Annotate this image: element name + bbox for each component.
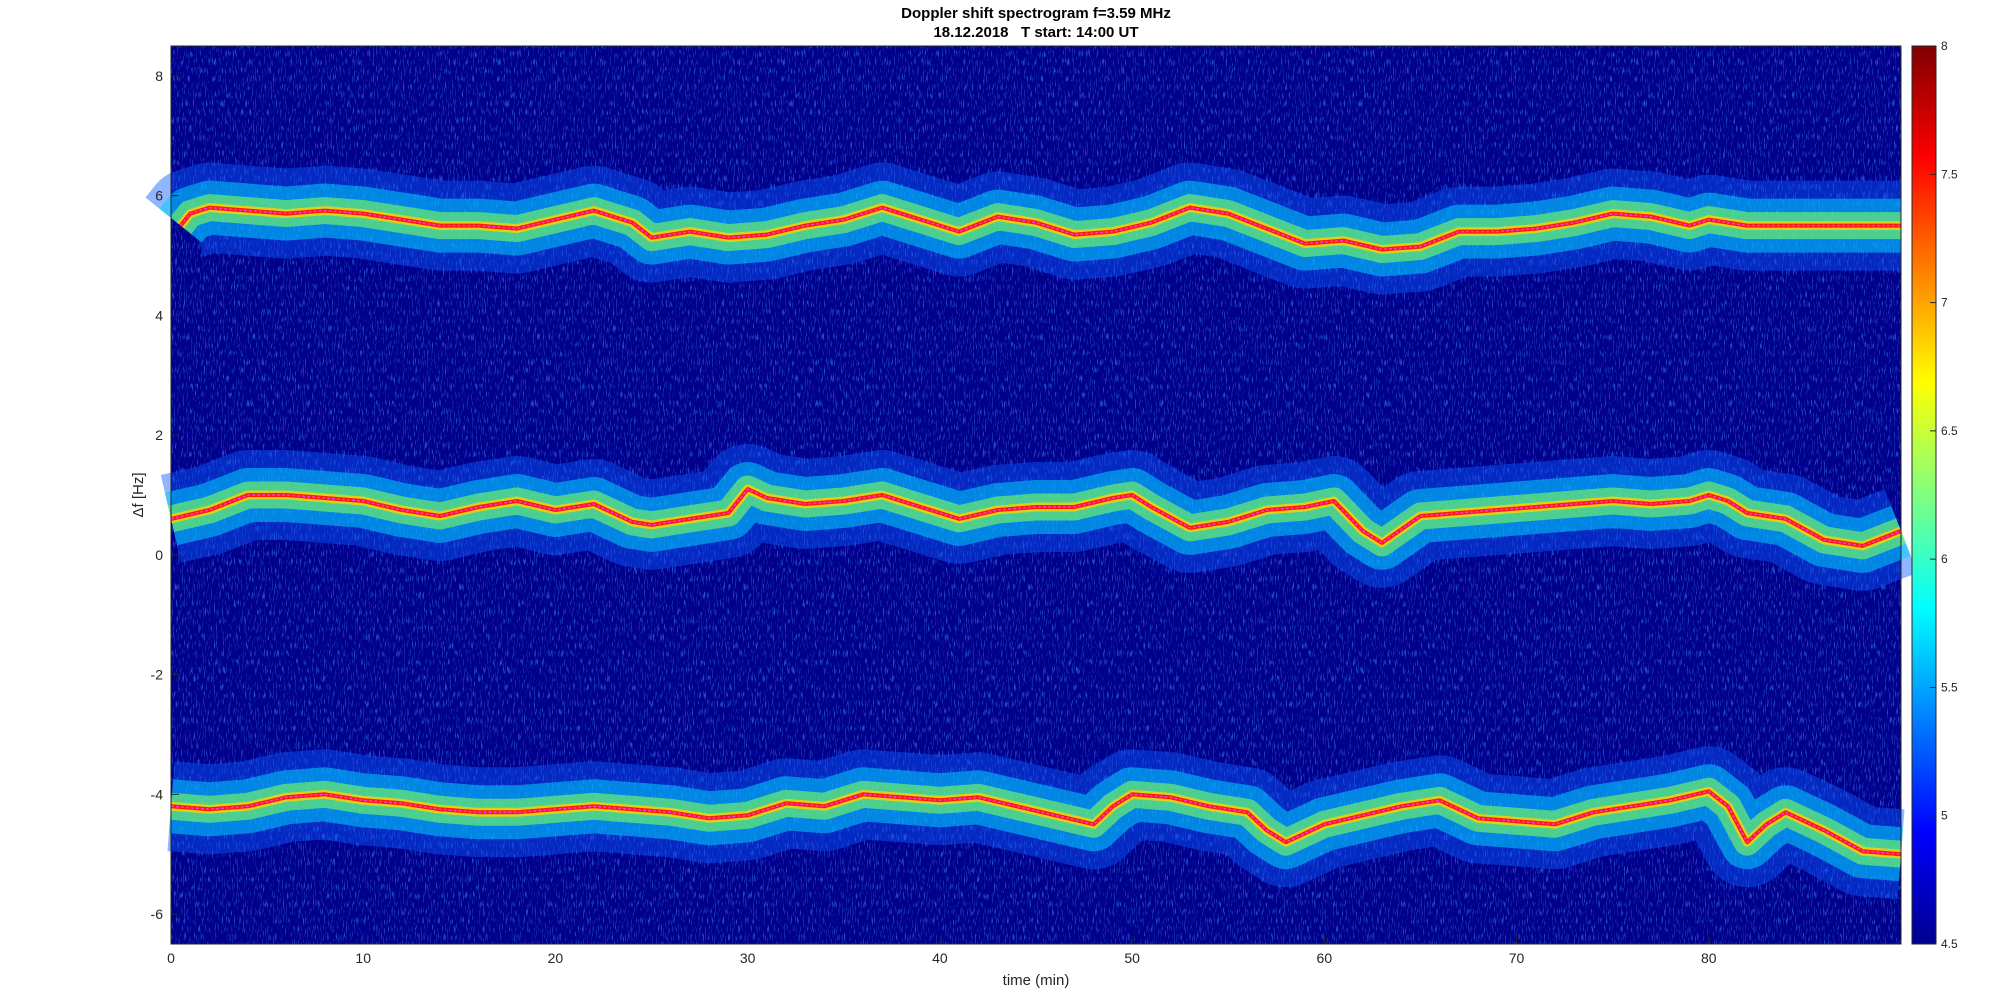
x-tick-label: 50 (1124, 950, 1140, 966)
colorbar-tick-label: 5 (1941, 809, 1948, 823)
plot-frame (170, 45, 1902, 945)
colorbar-tick-label: 5.5 (1941, 680, 1958, 694)
trace-line-3 (170, 790, 1902, 855)
x-tick-label: 60 (1317, 950, 1333, 966)
y-axis-label: Δf [Hz] (130, 472, 147, 517)
y-tick-label: 0 (155, 547, 163, 563)
x-tick-label: 0 (167, 950, 175, 966)
y-tick-label: -2 (151, 667, 164, 683)
x-tick-label: 30 (740, 950, 756, 966)
y-tick-label: 8 (155, 68, 163, 84)
y-tick-label: -6 (151, 906, 164, 922)
trace-line-2 (170, 488, 1902, 547)
trace-lines (170, 206, 1902, 855)
band-2 (160, 444, 1918, 591)
band-1 (145, 162, 1908, 295)
colorbar-tick-label: 6 (1941, 552, 1948, 566)
colorbar-ticks: 8 7.5 7 6.5 6 5.5 5 4.5 (1930, 39, 1958, 951)
x-tick-label: 70 (1509, 950, 1525, 966)
colorbar-tick-label: 4.5 (1941, 937, 1958, 951)
x-tick-label: 20 (548, 950, 564, 966)
y-tick-label: 2 (155, 427, 163, 443)
x-axis-label: time (min) (1003, 972, 1070, 989)
band-3 (164, 746, 1908, 900)
x-tick-label: 10 (355, 950, 371, 966)
x-tick-label: 80 (1701, 950, 1717, 966)
chart-title: Doppler shift spectrogram f=3.59 MHz (901, 5, 1171, 22)
x-tick-label: 40 (932, 950, 948, 966)
colorbar-tick-label: 8 (1941, 39, 1948, 53)
y-tick-label: 6 (155, 188, 163, 204)
colorbar (1911, 45, 1937, 945)
trace-line-1 (180, 206, 1901, 251)
colorbar-tick-label: 7.5 (1941, 167, 1958, 181)
y-tick-label: 4 (155, 307, 163, 323)
y-tick-label: -4 (151, 786, 164, 802)
colorbar-tick-label: 7 (1941, 296, 1948, 310)
colorbar-tick-label: 6.5 (1941, 424, 1958, 438)
y-axis: 8 6 4 2 0 -2 -4 -6 (151, 68, 179, 922)
x-axis: 0 10 20 30 40 50 60 70 80 (167, 936, 1717, 966)
chart-subtitle: 18.12.2018 T start: 14:00 UT (933, 24, 1138, 41)
